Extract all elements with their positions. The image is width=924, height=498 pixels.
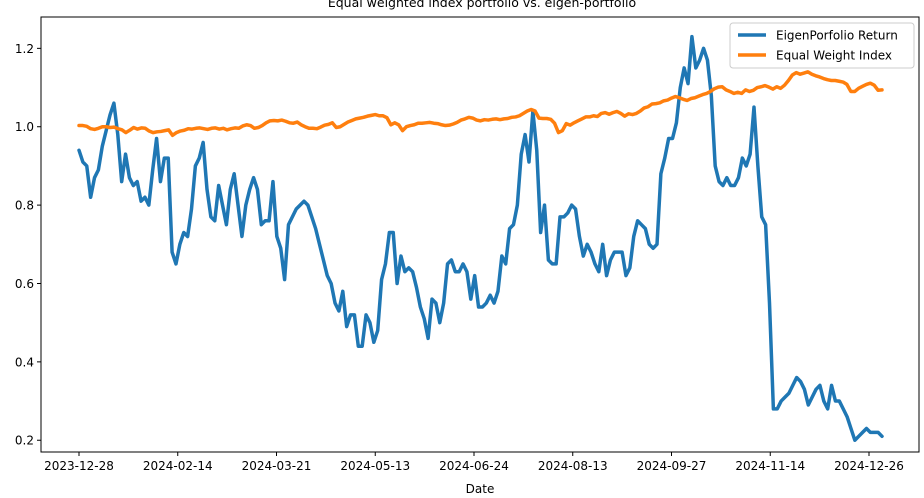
y-tick-label: 0.8 <box>15 199 34 213</box>
x-tick-label: 2024-03-21 <box>242 459 312 473</box>
series-layer <box>77 34 884 442</box>
legend: EigenPorfolio Return Equal Weight Index <box>729 22 915 69</box>
legend-box <box>729 22 915 69</box>
x-tick-label: 2024-08-13 <box>538 459 608 473</box>
x-tick-label: 2024-12-26 <box>834 459 904 473</box>
series-line-eigenportfolio <box>77 34 884 442</box>
y-tick-label: 1.0 <box>15 120 34 134</box>
x-tick-label: 2024-02-14 <box>143 459 213 473</box>
y-tick-label: 0.6 <box>15 277 34 291</box>
legend-label-equal-weight: Equal Weight Index <box>776 49 892 63</box>
plot-frame <box>40 16 920 453</box>
legend-label-eigenportfolio: EigenPorfolio Return <box>776 29 898 43</box>
y-tick-label: 0.4 <box>15 355 34 369</box>
x-axis: 2023-12-28 2024-02-14 2024-03-21 2024-05-13… <box>44 452 904 473</box>
y-tick-label: 0.2 <box>15 434 34 448</box>
y-tick-label: 1.2 <box>15 42 34 56</box>
plot-area <box>40 16 920 453</box>
x-axis-label: Date <box>466 482 495 496</box>
x-tick-label: 2024-06-24 <box>439 459 509 473</box>
x-tick-label: 2023-12-28 <box>44 459 114 473</box>
x-tick-label: 2024-11-14 <box>735 459 805 473</box>
chart-title: Equal weighted index portfolio vs. eigen… <box>328 0 636 10</box>
x-tick-label: 2024-09-27 <box>637 459 707 473</box>
x-tick-label: 2024-05-13 <box>340 459 410 473</box>
y-axis: 0.2 0.4 0.6 0.8 1.0 1.2 <box>15 42 41 448</box>
series-line-equal-weight <box>77 70 884 138</box>
